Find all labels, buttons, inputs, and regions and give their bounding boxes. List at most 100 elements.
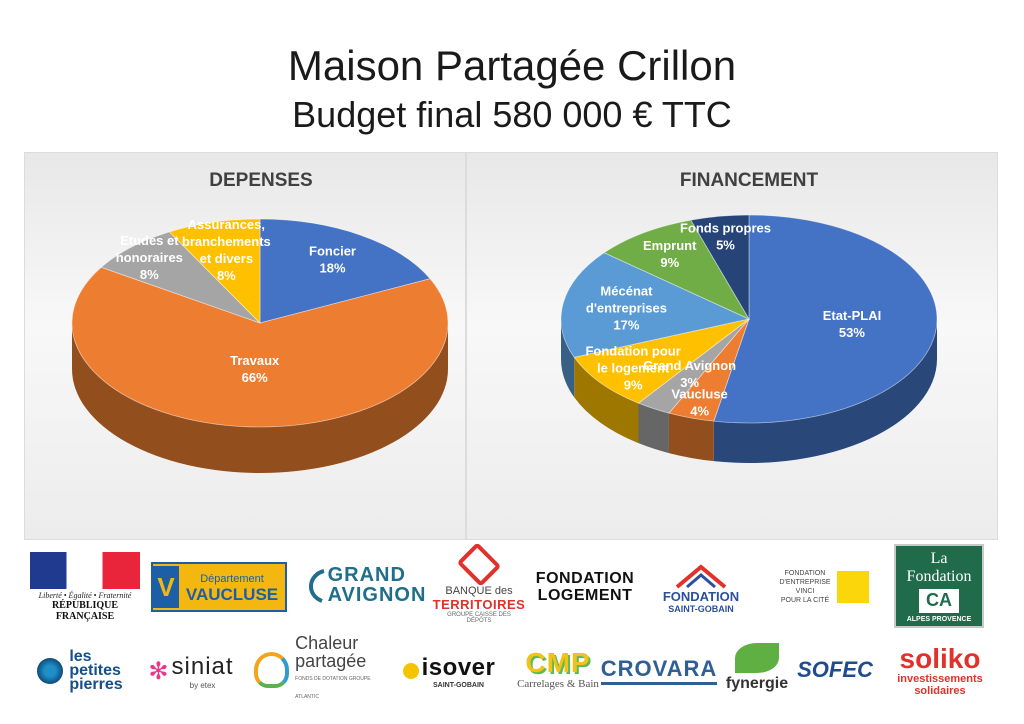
isover-sub: SAINT-GOBAIN: [433, 681, 484, 689]
depenses-label-etudes-et-honoraires: Etudes et honoraires 8%: [116, 233, 183, 282]
fynergie-logo: fynergie: [714, 636, 800, 700]
page-title: Maison Partagée Crillon: [287, 42, 737, 89]
financement-label-fondation-pour-le-logement: Fondation pour le logement 9%: [585, 344, 680, 393]
financement-label-fonds-propres: Fonds propres 5%: [680, 220, 771, 252]
la-fondation-ca-logo: La Fondation CA ALPES PROVENCE: [894, 544, 984, 628]
isover-logo: isover SAINT-GOBAIN: [390, 648, 508, 694]
la-fondation-line2: Fondation: [906, 567, 972, 585]
cmp-sub: Carrelages & Bain: [517, 678, 599, 690]
republique-francaise-logo: Liberté • Égalité • Fraternité RÉPUBLIQU…: [28, 552, 142, 622]
financement-slice-fonds-propres: [690, 214, 750, 321]
financement-pie-chart: FINANCEMENT Etat-PLAI 53% Vaucluse 4%Grand A…: [560, 170, 938, 463]
soliko-line1: investissements: [897, 673, 983, 685]
isover-name: isover: [421, 653, 496, 681]
financement-pie-slices: [560, 214, 938, 424]
grand-avignon-line2: AVIGNON: [327, 584, 427, 606]
rf-motto: Liberté • Égalité • Fraternité: [38, 591, 132, 600]
grand-avignon-arc-icon: [308, 569, 325, 603]
fondation-saint-gobain-logo: FONDATION SAINT-GOBAIN: [646, 558, 756, 618]
financement-side-grand-avignon: [638, 403, 669, 454]
financement-slice-etat-plai: [713, 214, 938, 424]
depenses-pie-chart: DEPENSES Foncier 18% Travaux 66% Etudes et hon…: [71, 170, 449, 473]
vaucluse-v-icon: V: [153, 566, 179, 608]
vinci-line3: VINCI: [795, 588, 815, 595]
financement-pie-sides: [561, 319, 937, 463]
fondation-vinci-logo: FONDATION D'ENTREPRISE VINCI POUR LA CIT…: [764, 560, 884, 614]
grand-avignon-line1: GRAND: [327, 564, 406, 586]
depenses-slice-travaux: [71, 266, 449, 428]
financement-label-vaucluse: Vaucluse 4%: [671, 387, 727, 419]
vinci-line2: D'ENTREPRISE: [779, 579, 831, 586]
fynergie-name: fynergie: [725, 675, 789, 692]
depenses-chart-title: DEPENSES: [209, 170, 312, 191]
financement-side-fondation-pour-le-logement: [574, 357, 639, 444]
soliko-name: soliko: [899, 643, 981, 674]
fynergie-leaf-icon: [735, 643, 779, 673]
depenses-slice-assurances-branchements-et-divers: [168, 218, 261, 324]
financement-slice-emprunt: [603, 219, 750, 320]
banque-line3: GROUPE CAISSE DES DÉPÔTS: [447, 612, 511, 624]
chaleur-heart-icon: [254, 652, 290, 688]
depenses-chart-panel: DEPENSES Foncier 18% Travaux 66% Etudes et hon…: [24, 152, 466, 540]
banque-line2: TERRITOIRES: [432, 597, 526, 612]
petites-pierres-line3: pierres: [69, 676, 123, 693]
financement-pie-labels: Etat-PLAI 53%Vaucluse 4%Grand Avignon 3%Fon…: [585, 220, 881, 418]
roof-icon: [675, 563, 727, 589]
ca-mark-icon: CA: [919, 588, 959, 613]
isover-dot-icon: [402, 663, 419, 679]
vinci-line1: FONDATION: [784, 570, 826, 577]
banque-territoires-logo: BANQUE des TERRITOIRES GROUPE CAISSE DES…: [433, 542, 525, 624]
vaucluse-logo: V Département VAUCLUSE: [151, 562, 287, 612]
vaucluse-line1: Département: [200, 573, 264, 585]
depenses-pie-slices: [71, 218, 449, 428]
rf-name: RÉPUBLIQUE FRANÇAISE: [51, 600, 119, 622]
depenses-pie-labels: Foncier 18% Travaux 66% Etudes et honoraires 8…: [116, 217, 356, 385]
cmp-name: CMP: [525, 647, 591, 678]
vinci-square-icon: [836, 571, 869, 603]
chaleur-line3: FONDS DE DOTATION GROUPE ATLANTIC: [295, 676, 371, 700]
page-subtitle: Budget final 580 000 € TTC: [292, 94, 732, 135]
fondation-sg-line1: FONDATION: [662, 588, 740, 604]
depenses-slice-foncier: [259, 218, 431, 324]
banque-line1: BANQUE des: [445, 585, 513, 597]
financement-chart-title: FINANCEMENT: [680, 170, 819, 191]
siniat-logo: ✻ siniat by etex: [136, 646, 246, 696]
financement-label-mecenat-d-entreprises: Mécénat d'entreprises 17%: [586, 283, 667, 332]
la-fondation-line3: ALPES PROVENCE: [906, 615, 972, 623]
petites-pierres-logo: les petites pierres: [28, 646, 132, 696]
vaucluse-line2: VAUCLUSE: [185, 585, 279, 604]
chaleur-partagee-logo: Chaleur partagée FONDS DE DOTATION GROUP…: [254, 634, 386, 700]
marianne-flag-icon: [30, 552, 140, 589]
grand-avignon-logo: GRAND AVIGNON: [300, 560, 428, 610]
partner-logos: Liberté • Égalité • Fraternité RÉPUBLIQU…: [0, 540, 1024, 724]
financement-slice-fondation-pour-le-logement: [573, 318, 750, 404]
fondation-logement-logo: FONDATION LOGEMENT: [536, 562, 634, 612]
siniat-star-icon: ✻: [148, 657, 169, 685]
financement-label-emprunt: Emprunt 9%: [643, 238, 697, 270]
depenses-side-travaux: [72, 323, 448, 473]
vinci-line4: POUR LA CITÉ: [780, 597, 830, 604]
fondation-sg-line2: SAINT-GOBAIN: [668, 603, 734, 614]
sofec-name: SOFEC: [797, 657, 873, 682]
depenses-label-assurances-branchements-et-divers: Assurances, branchements et divers 8%: [182, 217, 271, 283]
soliko-logo: soliko investissements solidaires: [880, 642, 1000, 700]
depenses-slice-etudes-et-honoraires: [100, 231, 261, 324]
financement-side-etat-plai: [713, 319, 937, 463]
chaleur-line1: Chaleur: [295, 633, 359, 653]
chaleur-line2: partagée: [295, 651, 367, 671]
siniat-name: siniat: [171, 652, 234, 680]
crovara-name: CROVARA: [600, 656, 718, 685]
petites-pierres-line2: petites: [69, 662, 121, 679]
cmp-logo: CMP Carrelages & Bain: [510, 638, 606, 700]
banque-hexagon-icon: [456, 542, 502, 587]
petites-pierres-line1: les: [69, 648, 92, 665]
financement-label-etat-plai: Etat-PLAI 53%: [823, 308, 882, 340]
financement-label-grand-avignon: Grand Avignon 3%: [643, 358, 736, 390]
depenses-label-foncier: Foncier 18%: [309, 243, 356, 275]
siniat-by: by etex: [189, 680, 216, 690]
fondation-logement-line1: FONDATION: [535, 570, 635, 587]
depenses-label-travaux: Travaux 66%: [230, 353, 280, 385]
fondation-logement-line2: LOGEMENT: [537, 587, 633, 604]
financement-side-vaucluse: [668, 413, 714, 462]
sofec-logo: SOFEC: [792, 650, 878, 690]
